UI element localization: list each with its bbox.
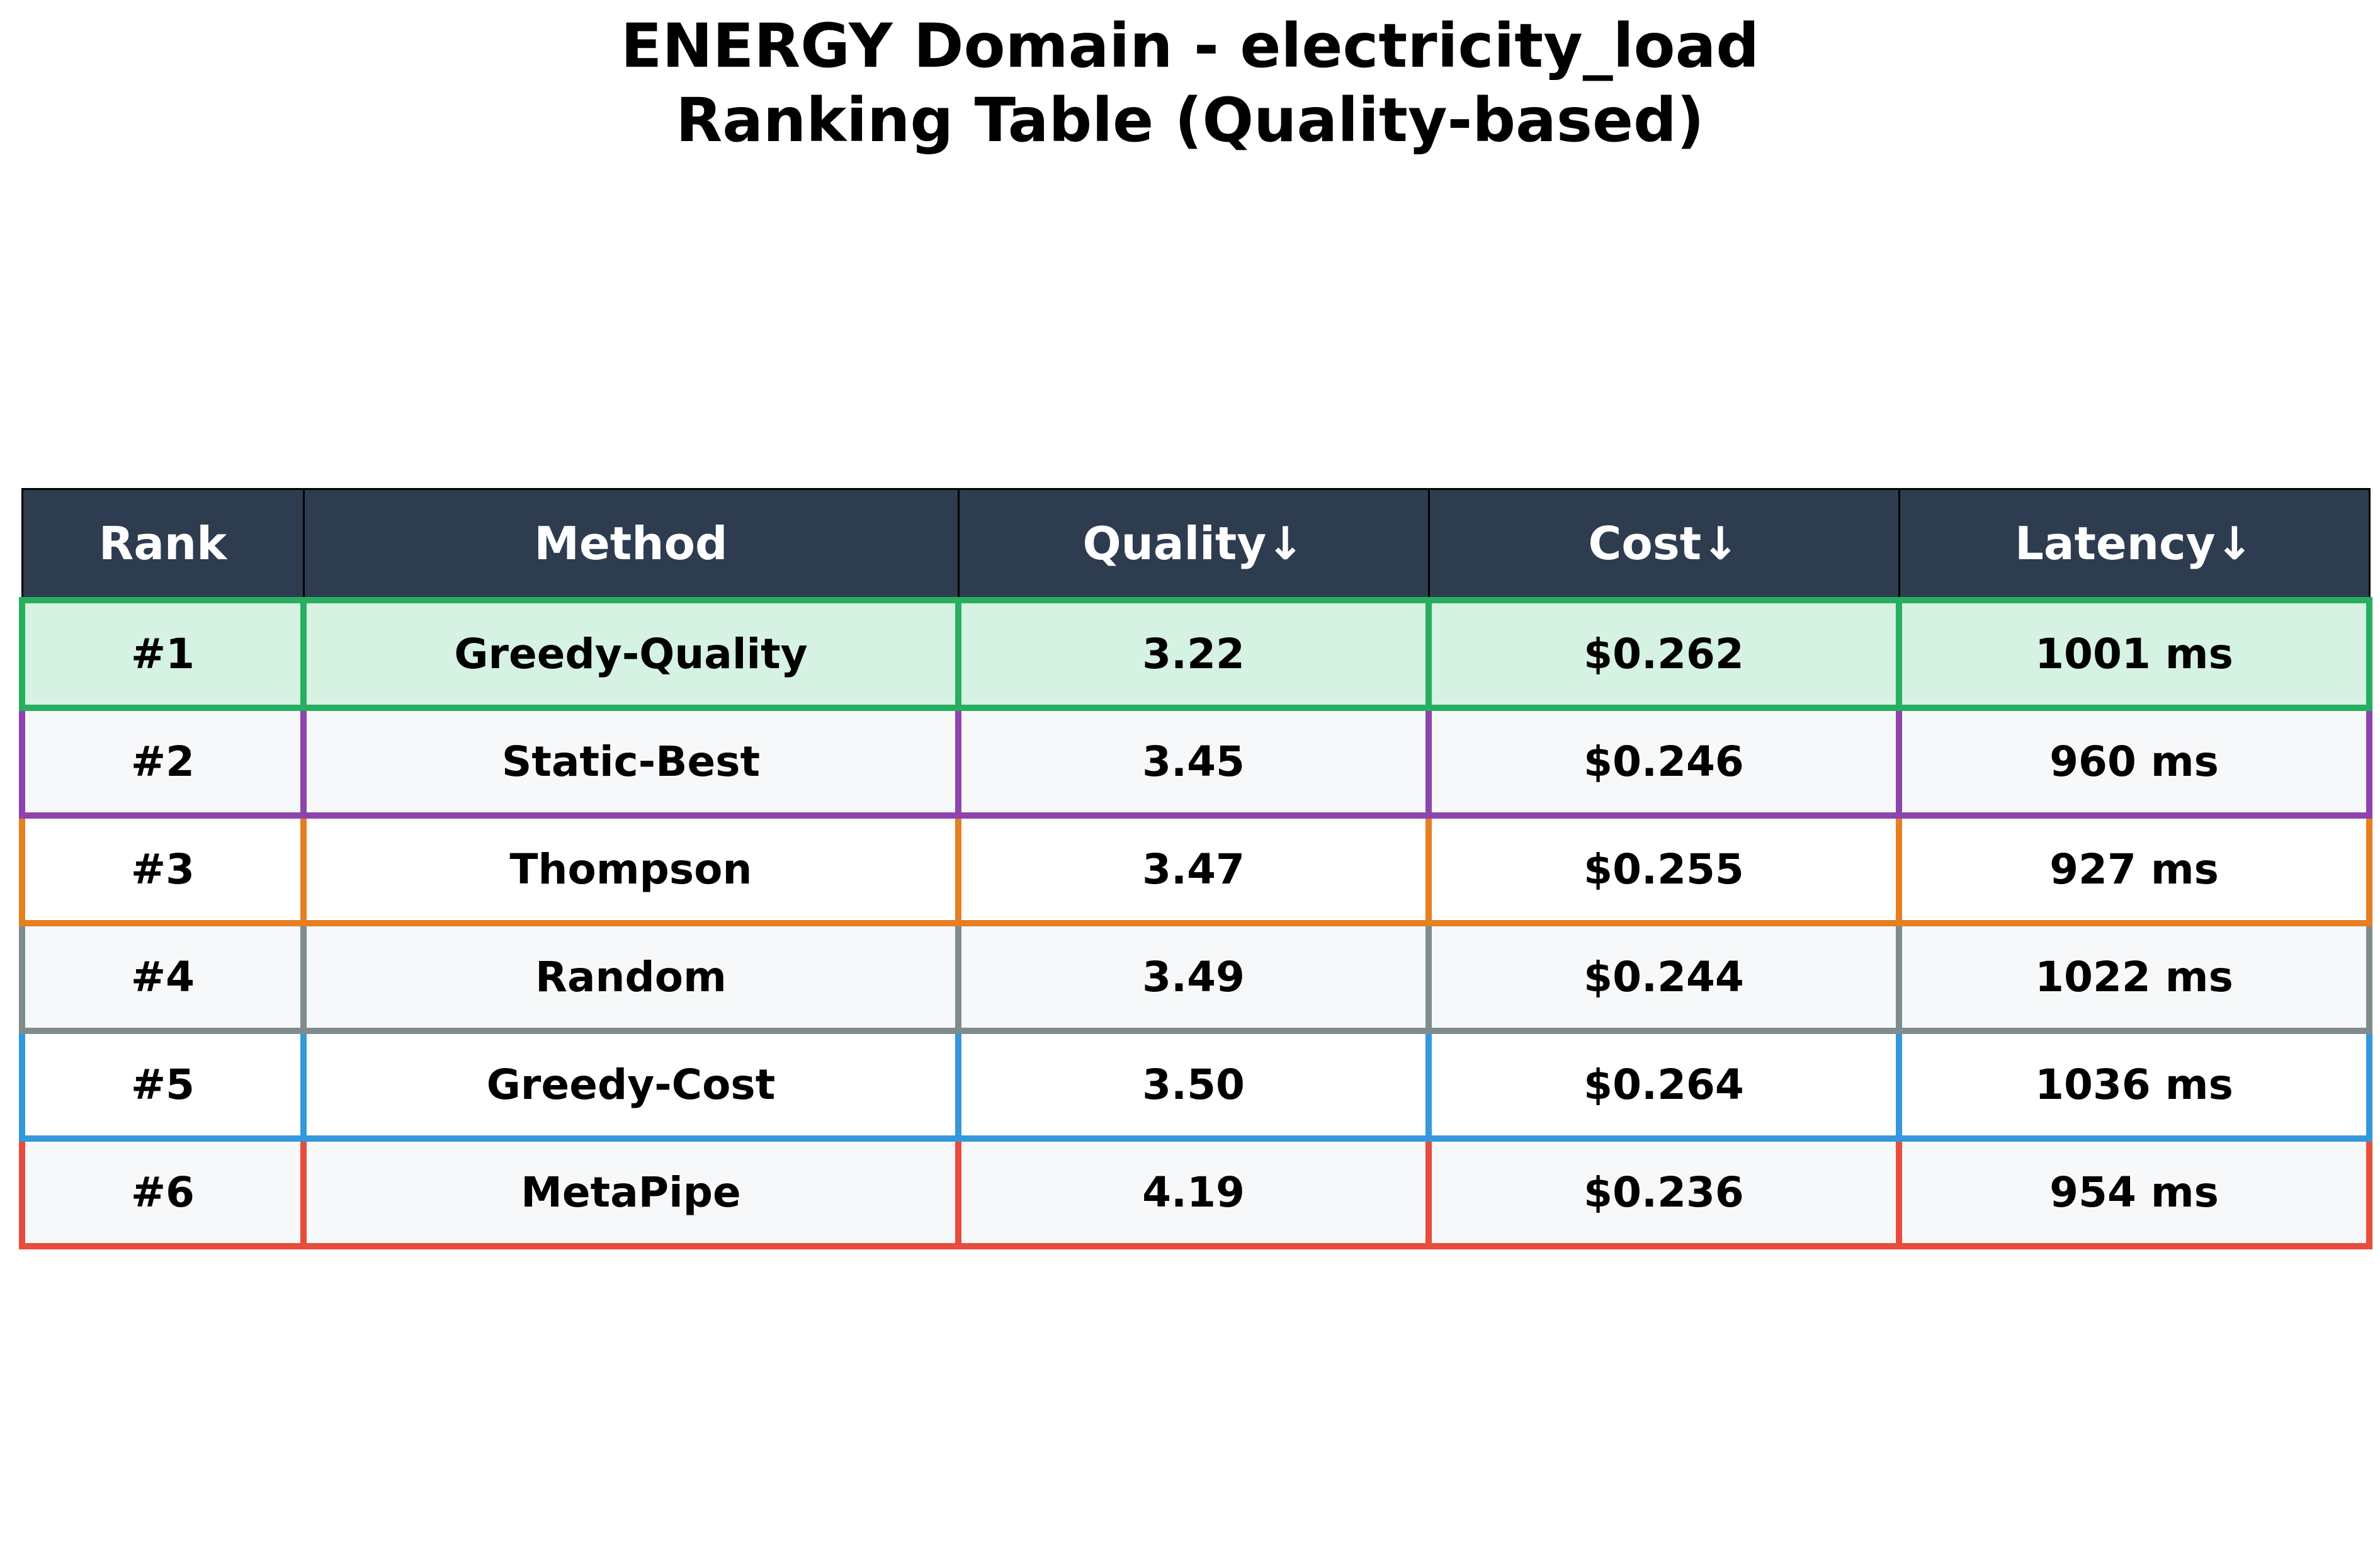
chart-title-line-2: Ranking Table (Quality-based) (676, 85, 1704, 156)
cell-quality: 3.50 (955, 1028, 1432, 1142)
cell-quality: 3.47 (955, 812, 1432, 926)
cell-method: MetaPipe (300, 1135, 961, 1249)
cell-cost: $0.264 (1425, 1028, 1902, 1142)
cell-cost: $0.244 (1425, 920, 1902, 1034)
table-header: Rank Method Quality↓ Cost↓ Latency↓ (21, 488, 2371, 601)
cell-rank: #3 (19, 812, 307, 926)
cell-cost: $0.246 (1425, 705, 1902, 819)
cell-cost: $0.236 (1425, 1135, 1902, 1249)
cell-quality: 3.22 (955, 597, 1432, 711)
cell-latency: 1036 ms (1896, 1028, 2372, 1142)
cell-latency: 954 ms (1896, 1135, 2372, 1249)
cell-method: Greedy-Quality (300, 597, 961, 711)
cell-method: Thompson (300, 812, 961, 926)
cell-latency: 1022 ms (1896, 920, 2372, 1034)
cell-quality: 3.45 (955, 705, 1432, 819)
table-body: #1 Greedy-Quality 3.22 $0.262 1001 ms #2 Stati… (19, 597, 2372, 1249)
header-cost: Cost↓ (1427, 488, 1900, 601)
cell-method: Random (300, 920, 961, 1034)
cell-latency: 927 ms (1896, 812, 2372, 926)
header-row: Rank Method Quality↓ Cost↓ Latency↓ (21, 488, 2371, 601)
ranking-table: Rank Method Quality↓ Cost↓ Latency↓ #1 Gr… (19, 488, 2372, 1249)
cell-latency: 1001 ms (1896, 597, 2372, 711)
table-row: #4 Random 3.49 $0.244 1022 ms (19, 920, 2372, 1034)
cell-rank: #2 (19, 705, 307, 819)
cell-rank: #5 (19, 1028, 307, 1142)
cell-latency: 960 ms (1896, 705, 2372, 819)
cell-method: Static-Best (300, 705, 961, 819)
table-row: #1 Greedy-Quality 3.22 $0.262 1001 ms (19, 597, 2372, 711)
table-row: #5 Greedy-Cost 3.50 $0.264 1036 ms (19, 1028, 2372, 1142)
cell-quality: 3.49 (955, 920, 1432, 1034)
cell-rank: #1 (19, 597, 307, 711)
cell-rank: #4 (19, 920, 307, 1034)
table-row: #2 Static-Best 3.45 $0.246 960 ms (19, 705, 2372, 819)
header-method: Method (302, 488, 960, 601)
chart-title-line-1: ENERGY Domain - electricity_load (620, 11, 1760, 81)
header-quality: Quality↓ (957, 488, 1430, 601)
cell-cost: $0.255 (1425, 812, 1902, 926)
cell-rank: #6 (19, 1135, 307, 1249)
cell-quality: 4.19 (955, 1135, 1432, 1249)
cell-cost: $0.262 (1425, 597, 1902, 711)
header-rank: Rank (21, 488, 305, 601)
cell-method: Greedy-Cost (300, 1028, 961, 1142)
table-row: #6 MetaPipe 4.19 $0.236 954 ms (19, 1135, 2372, 1249)
table-row: #3 Thompson 3.47 $0.255 927 ms (19, 812, 2372, 926)
chart-title: ENERGY Domain - electricity_load Ranking… (0, 9, 2380, 157)
header-latency: Latency↓ (1898, 488, 2371, 601)
